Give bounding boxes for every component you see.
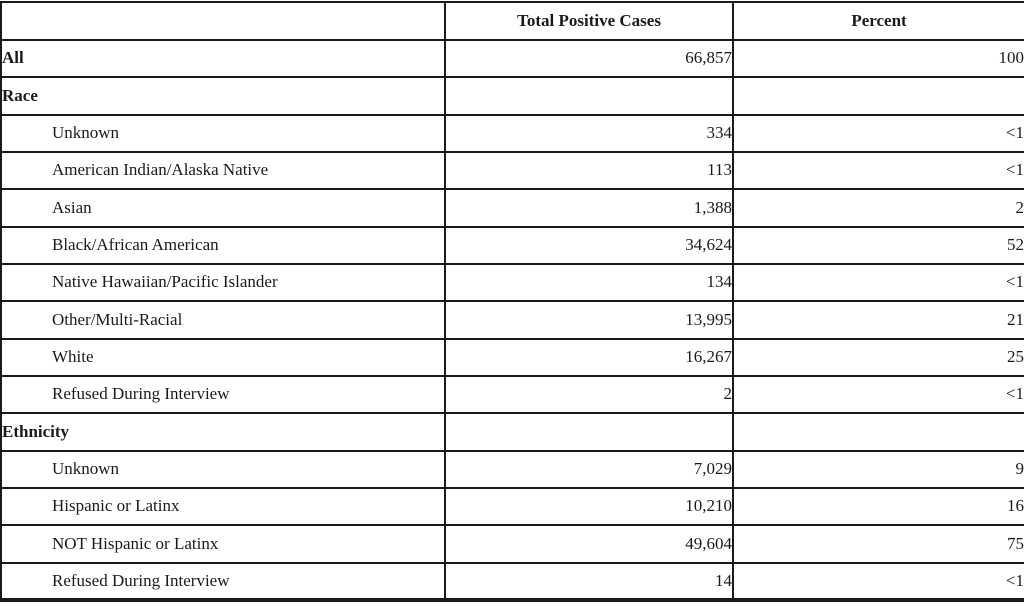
row-category-label: Race: [0, 76, 446, 116]
header-row: Total Positive Cases Percent: [0, 1, 1024, 41]
row-percent-value: <1: [732, 374, 1024, 415]
row-category-label: Ethnicity: [0, 412, 446, 452]
table-row: White 16,267 25: [0, 337, 1024, 377]
table-row: Unknown 334 <1: [0, 113, 1024, 153]
row-category-label: Refused During Interview: [0, 561, 446, 603]
table-row: American Indian/Alaska Native 113 <1: [0, 150, 1024, 191]
row-total-positive-cases-value: 10,210: [444, 486, 734, 527]
row-percent-value: <1: [732, 561, 1024, 603]
row-category-label: Hispanic or Latinx: [0, 486, 446, 527]
row-category-label: White: [0, 337, 446, 377]
row-total-positive-cases-value: 334: [444, 113, 734, 153]
row-total-positive-cases-value: 113: [444, 150, 734, 191]
table-row: Refused During Interview 2 <1: [0, 374, 1024, 415]
row-total-positive-cases-value: 14: [444, 561, 734, 603]
table-row: NOT Hispanic or Latinx 49,604 75: [0, 524, 1024, 564]
column-header-total-positive-cases: Total Positive Cases: [444, 1, 734, 41]
row-category-label: Refused During Interview: [0, 374, 446, 415]
row-category-label: All: [0, 38, 446, 79]
row-category-label: Other/Multi-Racial: [0, 300, 446, 340]
row-percent-value: 2: [732, 188, 1024, 228]
row-category-label: American Indian/Alaska Native: [0, 150, 446, 191]
row-total-positive-cases-value: 66,857: [444, 38, 734, 79]
row-category-label: Asian: [0, 188, 446, 228]
table-body: All 66,857 100 Race Unknown 334 <1 Ameri…: [0, 38, 1024, 603]
table-row: Hispanic or Latinx 10,210 16: [0, 486, 1024, 527]
row-percent-value: 16: [732, 486, 1024, 527]
row-total-positive-cases-value: 7,029: [444, 449, 734, 489]
row-percent-value: 100: [732, 38, 1024, 79]
row-total-positive-cases-value: 49,604: [444, 524, 734, 564]
table-row: Asian 1,388 2: [0, 188, 1024, 228]
table-row: Unknown 7,029 9: [0, 449, 1024, 489]
table-row: Ethnicity: [0, 412, 1024, 452]
row-total-positive-cases-value: 13,995: [444, 300, 734, 340]
row-total-positive-cases-value: 16,267: [444, 337, 734, 377]
row-category-label: Native Hawaiian/Pacific Islander: [0, 262, 446, 303]
row-percent-value: 25: [732, 337, 1024, 377]
row-total-positive-cases-value: [444, 76, 734, 116]
row-category-label: Black/African American: [0, 225, 446, 265]
row-percent-value: 9: [732, 449, 1024, 489]
row-category-label: NOT Hispanic or Latinx: [0, 524, 446, 564]
row-percent-value: [732, 412, 1024, 452]
row-total-positive-cases-value: 34,624: [444, 225, 734, 265]
column-header-category: [0, 1, 446, 41]
row-category-label: Unknown: [0, 113, 446, 153]
table-header: Total Positive Cases Percent: [0, 1, 1024, 41]
table-row: Other/Multi-Racial 13,995 21: [0, 300, 1024, 340]
row-percent-value: <1: [732, 262, 1024, 303]
row-percent-value: 21: [732, 300, 1024, 340]
row-total-positive-cases-value: 2: [444, 374, 734, 415]
table-row: Race: [0, 76, 1024, 116]
row-percent-value: <1: [732, 113, 1024, 153]
row-percent-value: 52: [732, 225, 1024, 265]
row-total-positive-cases-value: 1,388: [444, 188, 734, 228]
table-row: Black/African American 34,624 52: [0, 225, 1024, 265]
row-total-positive-cases-value: 134: [444, 262, 734, 303]
table-row: Native Hawaiian/Pacific Islander 134 <1: [0, 262, 1024, 303]
row-percent-value: [732, 76, 1024, 116]
table-row: All 66,857 100: [0, 38, 1024, 79]
row-total-positive-cases-value: [444, 412, 734, 452]
table-row: Refused During Interview 14 <1: [0, 561, 1024, 603]
row-percent-value: <1: [732, 150, 1024, 191]
column-header-percent: Percent: [732, 1, 1024, 41]
row-percent-value: 75: [732, 524, 1024, 564]
row-category-label: Unknown: [0, 449, 446, 489]
